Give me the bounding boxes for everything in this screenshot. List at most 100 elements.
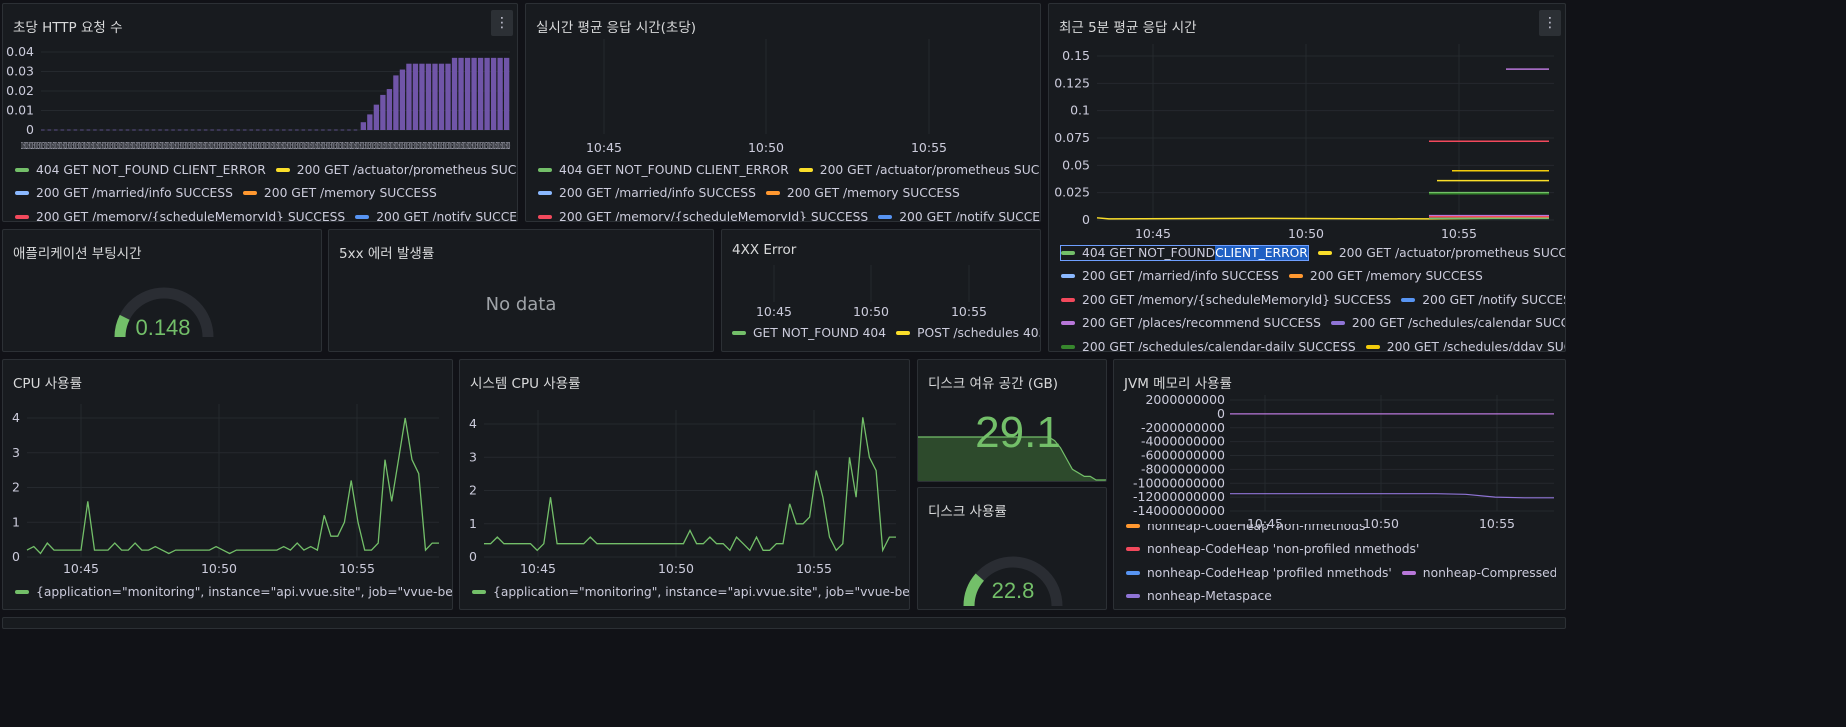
legend-item[interactable]: 404 GET NOT_FOUND CLIENT_ERROR [15,163,266,177]
legend-item[interactable]: 200 GET /actuator/prometheus SUCCESS [798,163,1040,177]
y-tick-label: 0 [469,549,477,564]
x-tick-label: 10:50 [1288,226,1324,241]
legend-item[interactable]: 200 GET /places/recommend SUCCESS [1061,316,1321,330]
y-tick-label: 0.075 [1054,130,1090,145]
legend-item[interactable]: 200 GET /memory/{scheduleMemoryId} SUCCE… [538,210,868,221]
legend-item[interactable]: 200 GET /memory SUCCESS [242,186,437,201]
legend-item[interactable]: 200 GET /married/info SUCCESS [538,186,756,200]
legend-item[interactable]: 200 GET /memory/{scheduleMemoryId} SUCCE… [1061,293,1391,307]
legend-label: 200 GET /memory SUCCESS [263,186,437,201]
4xx-errors-chart: 10:45 10:50 10:55 [756,265,987,319]
legend-item[interactable]: 200 GET /schedules/dday SUCCESS [1365,340,1565,351]
legend-item[interactable]: nonheap-CodeHeap 'profiled nmethods' [1126,566,1392,580]
legend-item[interactable]: 200 GET /schedules/calendar-daily SUCCES… [1061,339,1356,352]
legend-row: 200 GET /places/recommend SUCCESS 200 GET… [1061,312,1565,336]
legend-label: 200 GET /married/info SUCCESS [559,186,756,201]
y-tick-label: 0 [1082,212,1090,227]
y-tick-label: 0.125 [1054,75,1090,90]
panel-menu-button[interactable]: ⋮ [491,10,513,36]
legend-item[interactable]: nonheap-Metaspace [1126,589,1272,603]
panel-title: 4XX Error [732,242,797,258]
legend-swatch [538,214,552,219]
cpu-chart: 4 3 2 1 0 10:45 10:50 10:55 [12,404,439,576]
y-tick-label: 0 [12,549,20,564]
disk-free-sparkline [918,436,1106,481]
legend-item[interactable]: 200 GET /notify SUCCESS [1401,293,1565,307]
legend-swatch [1317,250,1332,255]
legend-label: 200 GET /memory/{scheduleMemoryId} SUCCE… [1082,292,1392,307]
panel-disk-usage: 디스크 사용률 22.8 [917,487,1107,610]
bar [412,63,419,131]
x-tick-label: 10:55 [1479,516,1515,531]
legend-item-selected[interactable]: 404 GET NOT_FOUND CLIENT_ERROR [1060,244,1309,261]
x-tick-label: 10:55 [951,304,987,319]
panel-title: 실시간 평균 응답 시간(초당) [536,20,697,36]
legend-label: {application="monitoring", instance="api… [36,584,453,599]
chart-legend: 404 GET NOT_FOUND CLIENT_ERROR 200 GET /a… [15,158,518,222]
panel-title: 최근 5분 평균 응답 시간 [1059,20,1197,36]
legend-item[interactable]: 200 GET /actuator/prometheus SUCCESS [275,163,517,177]
legend-swatch [1061,250,1075,255]
legend-row: {application="monitoring", instance="api… [472,580,909,604]
legend-item[interactable]: 200 GET /actuator/prometheus SUCCESS [1317,246,1565,260]
legend-item[interactable]: 200 GET /memory/{scheduleMemoryId} SUCCE… [15,210,345,221]
legend-item[interactable]: 200 GET /notify SUCCESS [878,210,1040,221]
panel-title: 애플리케이션 부팅시간 [13,246,142,262]
x-tick-label: 10:50 [658,561,694,576]
legend-swatch [1365,344,1380,349]
legend-item[interactable]: 200 GET /memory SUCCESS [1288,269,1483,284]
no-data-text: No data [485,294,557,315]
panel-system-cpu: 시스템 CPU 사용률 4 3 2 1 0 10:45 10:50 10:55 {applic… [459,359,910,610]
legend-swatch [798,167,813,172]
legend-swatch [538,191,552,196]
legend-item[interactable]: 200 GET /schedules/calendar SUCCESS [1330,316,1565,330]
legend-item[interactable]: 200 GET /memory SUCCESS [765,186,960,200]
gauge-fill [963,573,985,607]
y-tick-label: -12000000000 [1133,489,1225,504]
bar [360,122,366,130]
panel-partial-bottom [2,617,1566,629]
legend-row: 200 GET /married/info SUCCESS 200 GET /me… [1061,265,1565,289]
y-tick-label: 0.03 [6,64,34,79]
legend-row: nonheap-Metaspace [1126,585,1556,605]
legend-swatch [1126,524,1140,528]
legend-item[interactable]: 200 GET /married/info SUCCESS [15,186,233,200]
bar [484,57,490,130]
panel-http-requests: 초당 HTTP 요청 수 ⋮ 0.04 0.03 0.02 0.01 0 10:3010:… [2,3,518,222]
legend-label: 200 GET /schedules/calendar-daily SUCCES… [1082,339,1356,352]
legend-row: 404 GET NOT_FOUND CLIENT_ERROR 200 GET /… [1060,241,1565,265]
legend-item[interactable]: 200 GET /notify SUCCESS [355,209,518,222]
legend-row: 200 GET /memory/{scheduleMemoryId} SUCCE… [15,205,518,222]
legend-item[interactable]: POST /schedules 403 [896,326,1040,340]
gauge-fill [114,314,130,338]
legend-label: 404 GET NOT_FOUND CLIENT_ERROR [559,162,789,177]
y-tick-label: 0.1 [1070,103,1090,118]
legend-item[interactable]: nonheap-CodeHeap 'non-nmethods' [1126,524,1369,533]
legend-item[interactable]: 404 GET NOT_FOUND CLIENT_ERROR [538,163,789,177]
legend-item[interactable]: nonheap-Compressed Class Space [1401,566,1556,580]
legend-swatch [538,167,552,172]
x-tick-label: 10:50 [853,304,889,319]
y-tick-label: 4 [469,416,477,431]
x-tick-label: 10:55 [911,140,947,155]
bar [458,57,464,130]
legend-swatch [1401,297,1416,302]
legend-item[interactable]: nonheap-CodeHeap 'non-profiled nmethods' [1126,542,1419,556]
legend-item[interactable]: GET NOT_FOUND 404 [732,326,886,340]
legend-item[interactable]: {application="monitoring", instance="api… [472,585,909,599]
panel-menu-button[interactable]: ⋮ [1539,10,1561,36]
legend-swatch [15,167,29,172]
bar [438,63,445,131]
legend-item[interactable]: {application="monitoring", instance="api… [15,584,453,599]
legend-label: 200 GET /notify SUCCESS [376,209,518,222]
panel-title: 디스크 여유 공간 (GB) [928,376,1059,392]
legend-item[interactable]: 200 GET /married/info SUCCESS [1061,269,1279,283]
panel-cpu: CPU 사용률 4 3 2 1 0 10:45 10:50 10:55 {applicatio… [2,359,453,610]
y-tick-label: 0 [1217,406,1225,421]
legend-label: 200 GET /memory SUCCESS [1309,269,1483,284]
series-line [26,417,439,555]
x-tick-label: 10:55 [796,561,832,576]
legend-row: nonheap-CodeHeap 'non-nmethods' [1126,524,1556,538]
legend-row: 200 GET /married/info SUCCESS 200 GET /me… [15,182,517,206]
y-tick-label: 1 [12,514,20,529]
